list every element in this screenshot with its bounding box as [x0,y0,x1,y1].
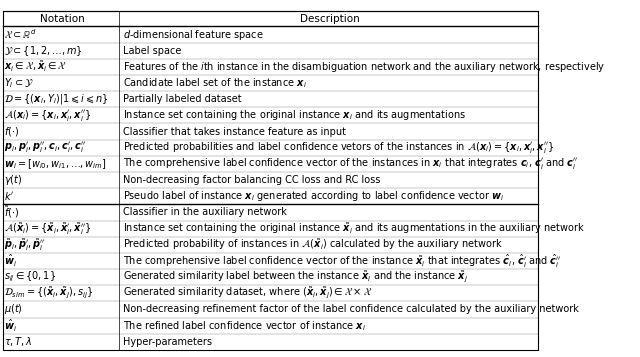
Text: Candidate label set of the instance $\boldsymbol{x}_i$: Candidate label set of the instance $\bo… [124,76,307,90]
Text: $\mathcal{D}_{sim} = \{(\tilde{\boldsymbol{x}}_i, \tilde{\boldsymbol{x}}_j), s_{: $\mathcal{D}_{sim} = \{(\tilde{\boldsymb… [4,286,94,301]
Text: Generated similarity dataset, where $(\tilde{\boldsymbol{x}}_i, \tilde{\boldsymb: Generated similarity dataset, where $(\t… [124,286,372,301]
Text: $\tilde{\boldsymbol{p}}_i, \tilde{\boldsymbol{p}}_i^{\prime}, \tilde{\boldsymbol: $\tilde{\boldsymbol{p}}_i, \tilde{\bolds… [4,237,45,253]
Text: $\mathcal{X} \subset \mathbb{R}^d$: $\mathcal{X} \subset \mathbb{R}^d$ [4,28,36,41]
Text: The comprehensive label confidence vector of the instance $\tilde{\boldsymbol{x}: The comprehensive label confidence vecto… [124,252,562,270]
Text: Generated similarity label between the instance $\tilde{\boldsymbol{x}}_i$ and t: Generated similarity label between the i… [124,270,468,285]
Text: $\hat{\boldsymbol{w}}_i$: $\hat{\boldsymbol{w}}_i$ [4,318,17,333]
Text: Label space: Label space [124,46,182,56]
Text: $f(\cdot)$: $f(\cdot)$ [4,125,20,138]
Text: $k^{\prime}$: $k^{\prime}$ [4,190,15,202]
Text: $\mathcal{D} = \{(\boldsymbol{x}_i, Y_i) | 1 \leqslant i \leqslant n\}$: $\mathcal{D} = \{(\boldsymbol{x}_i, Y_i)… [4,92,109,106]
Text: $\boldsymbol{p}_i, \boldsymbol{p}_i^{\prime}, \boldsymbol{p}_i^{\prime\prime}, \: $\boldsymbol{p}_i, \boldsymbol{p}_i^{\pr… [4,140,87,155]
Text: The comprehensive label confidence vector of the instances in $\boldsymbol{x}_i$: The comprehensive label confidence vecto… [124,156,579,171]
Text: Partially labeled dataset: Partially labeled dataset [124,94,242,104]
Text: $\hat{\boldsymbol{w}}_i$: $\hat{\boldsymbol{w}}_i$ [4,253,17,269]
Text: Hyper-parameters: Hyper-parameters [124,337,212,347]
Text: Non-decreasing factor balancing CC loss and RC loss: Non-decreasing factor balancing CC loss … [124,175,381,185]
Text: Pseudo label of instance $\boldsymbol{x}_i$ generated according to label confide: Pseudo label of instance $\boldsymbol{x}… [124,189,504,203]
Text: $\mu(t)$: $\mu(t)$ [4,302,23,316]
Text: Classifier that takes instance feature as input: Classifier that takes instance feature a… [124,127,346,137]
Text: $\tilde{f}(\cdot)$: $\tilde{f}(\cdot)$ [4,205,20,220]
Text: $\mathcal{A}(\boldsymbol{x}_i) = \{\boldsymbol{x}_i, \boldsymbol{x}_i^{\prime}, : $\mathcal{A}(\boldsymbol{x}_i) = \{\bold… [4,108,92,123]
Text: $\boldsymbol{x}_i \in \mathcal{X}, \tilde{\boldsymbol{x}}_i \in \mathcal{X}$: $\boldsymbol{x}_i \in \mathcal{X}, \tild… [4,60,67,74]
Text: $\mathcal{A}(\tilde{\boldsymbol{x}}_i) = \{\tilde{\boldsymbol{x}}_i, \tilde{\bol: $\mathcal{A}(\tilde{\boldsymbol{x}}_i) =… [4,221,92,237]
Text: Notation: Notation [40,14,84,24]
Text: The refined label confidence vector of instance $\boldsymbol{x}_i$: The refined label confidence vector of i… [124,319,367,332]
Text: $\boldsymbol{w}_i = [w_{i0}, w_{i1}, \ldots, w_{im}]$: $\boldsymbol{w}_i = [w_{i0}, w_{i1}, \ld… [4,157,107,171]
Text: $\tau, T, \lambda$: $\tau, T, \lambda$ [4,335,33,348]
Text: Instance set containing the original instance $\boldsymbol{x}_i$ and its augment: Instance set containing the original ins… [124,109,467,122]
Text: Predicted probabilities and label confidence vetors of the instances in $\mathca: Predicted probabilities and label confid… [124,140,555,155]
Text: $d$-dimensional feature space: $d$-dimensional feature space [124,27,264,41]
Text: Description: Description [300,14,360,24]
Text: $\gamma(t)$: $\gamma(t)$ [4,173,22,187]
Text: Non-decreasing refinement factor of the label confidence calculated by the auxil: Non-decreasing refinement factor of the … [124,305,579,315]
Text: $s_{ij} \in \{0, 1\}$: $s_{ij} \in \{0, 1\}$ [4,270,56,284]
Text: Predicted probability of instances in $\mathcal{A}(\tilde{\boldsymbol{x}}_i)$ ca: Predicted probability of instances in $\… [124,237,504,252]
Text: $\mathcal{Y} \subset \{1, 2, \ldots, m\}$: $\mathcal{Y} \subset \{1, 2, \ldots, m\}… [4,44,83,57]
Text: Instance set containing the original instance $\tilde{\boldsymbol{x}}_i$ and its: Instance set containing the original ins… [124,221,586,236]
Text: $Y_i \subset \mathcal{Y}$: $Y_i \subset \mathcal{Y}$ [4,76,34,90]
Text: Features of the $i$th instance in the disambiguation network and the auxiliary n: Features of the $i$th instance in the di… [124,60,605,74]
Text: Classifier in the auxiliary network: Classifier in the auxiliary network [124,207,287,217]
